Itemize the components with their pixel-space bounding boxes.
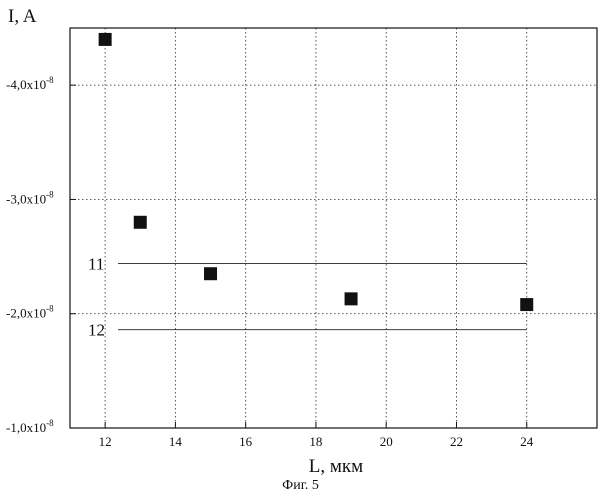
y-tick-mantissa: -2,0x10 [6, 306, 46, 321]
plot-frame [70, 28, 597, 428]
y-tick-mantissa: -1,0x10 [6, 420, 46, 435]
y-tick-exponent: -8 [46, 75, 54, 85]
x-tick-label: 24 [520, 434, 534, 449]
x-tick-label: 16 [239, 434, 253, 449]
x-tick-label: 14 [169, 434, 183, 449]
x-tick-label: 12 [99, 434, 112, 449]
x-axis-ticks: 12 14 16 18 20 22 24 [99, 422, 534, 449]
reference-line-label: 11 [88, 254, 104, 273]
y-tick-exponent: -8 [46, 189, 54, 199]
y-tick-label: -1,0x10-8 [6, 418, 54, 435]
y-axis-title: I, A [8, 6, 37, 27]
grid-lines [70, 28, 597, 428]
reference-line-label: 12 [88, 321, 105, 340]
data-point [345, 292, 358, 305]
y-tick-label: -2,0x10-8 [6, 304, 54, 321]
y-tick-mantissa: -3,0x10 [6, 191, 46, 206]
data-point [134, 216, 147, 229]
x-tick-label: 20 [380, 434, 393, 449]
y-tick-mantissa: -4,0x10 [6, 77, 46, 92]
y-tick-exponent: -8 [46, 418, 54, 428]
y-tick-label: -4,0x10-8 [6, 75, 54, 92]
data-point [520, 298, 533, 311]
x-tick-label: 18 [309, 434, 322, 449]
x-axis-title: L, мкм [309, 456, 363, 477]
figure-caption: Фиг. 5 [0, 478, 601, 494]
y-axis-ticks: -1,0x10-8-2,0x10-8-3,0x10-8-4,0x10-8 [6, 75, 76, 435]
data-point [204, 267, 217, 280]
x-tick-label: 22 [450, 434, 463, 449]
y-tick-exponent: -8 [46, 304, 54, 314]
data-point [99, 33, 112, 46]
reference-lines: 11 12 [88, 254, 527, 339]
y-tick-label: -3,0x10-8 [6, 189, 54, 206]
